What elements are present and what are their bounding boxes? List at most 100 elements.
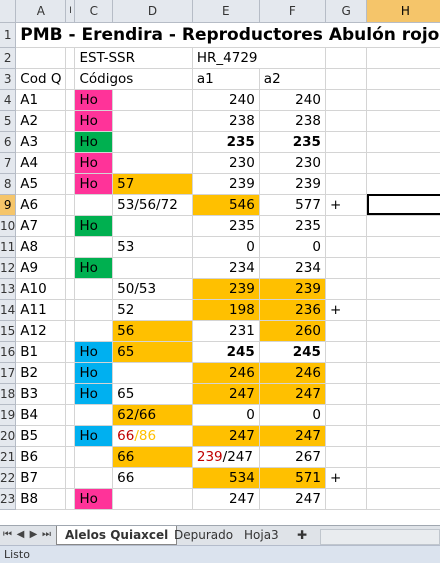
cell-code[interactable]: Ho [74,152,114,174]
cell[interactable] [65,425,76,447]
cell-a1[interactable]: 246 [192,362,260,384]
cell-a2[interactable]: 0 [259,236,326,258]
cell-a1[interactable]: 235 [192,215,260,237]
cell-a1[interactable]: 247 [192,488,260,510]
cell-a1[interactable]: 534 [192,467,260,489]
cell-code[interactable] [74,299,114,321]
cell-codes[interactable]: 50/53 [112,278,193,300]
column-header-c[interactable]: C [74,0,114,23]
cell-codes[interactable]: 66/86 [112,425,193,447]
new-sheet-icon[interactable]: ✚ [296,528,308,542]
cell[interactable] [366,152,440,174]
cell-code[interactable]: Ho [74,257,114,279]
cell-code[interactable] [74,446,114,468]
cell[interactable] [65,467,76,489]
cell-cod[interactable]: B3 [15,383,67,405]
row-header[interactable]: 9 [0,194,17,216]
tab-alelos-quiaxcel[interactable]: Alelos Quiaxcel [56,526,178,545]
cell-a1[interactable]: 198 [192,299,260,321]
cell-flag[interactable] [325,131,368,153]
row-header[interactable]: 20 [0,425,17,447]
cell[interactable] [65,278,76,300]
cell-flag[interactable] [325,488,368,510]
cell-code[interactable]: Ho [74,131,114,153]
cell-a2[interactable]: 236 [259,299,326,321]
cell-flag[interactable]: + [325,299,368,321]
cell[interactable] [65,152,76,174]
cell[interactable] [65,173,76,195]
cell-cod[interactable]: A8 [15,236,67,258]
cell-code[interactable]: Ho [74,488,114,510]
cell-a1[interactable]: 245 [192,341,260,363]
cell[interactable] [366,299,440,321]
tab-hoja3[interactable]: Hoja3 [244,528,279,542]
cell-flag[interactable] [325,236,368,258]
cell[interactable] [366,68,440,90]
cell-a2[interactable]: 240 [259,89,326,111]
cell[interactable] [366,257,440,279]
cell-a1[interactable]: 247 [192,425,260,447]
cell-a2[interactable]: 239 [259,278,326,300]
cell-codes[interactable]: 65 [112,341,193,363]
row-header[interactable]: 3 [0,68,17,90]
cell-flag[interactable] [325,152,368,174]
horizontal-scrollbar[interactable] [320,529,440,545]
row-header[interactable]: 12 [0,257,17,279]
row-header[interactable]: 10 [0,215,17,237]
cell-code[interactable]: Ho [74,215,114,237]
cell-cod[interactable]: A3 [15,131,67,153]
column-header-f[interactable]: F [259,0,326,23]
cell-a1[interactable]: 230 [192,152,260,174]
cell[interactable] [65,236,76,258]
column-header-a[interactable]: A [15,0,67,23]
cell-a1[interactable]: 235 [192,131,260,153]
cell-a2[interactable]: 260 [259,320,326,342]
column-header-e[interactable]: E [192,0,260,23]
cell-flag[interactable]: + [325,194,368,216]
cell-code[interactable] [74,467,114,489]
cell-cod[interactable]: B8 [15,488,67,510]
cell-flag[interactable] [325,341,368,363]
cell-codes[interactable] [112,362,193,384]
cell-a1[interactable]: 239 [192,278,260,300]
cell-flag[interactable] [325,110,368,132]
row-header[interactable]: 7 [0,152,17,174]
cell[interactable] [65,68,76,90]
cell-code[interactable]: Ho [74,425,114,447]
cell-code[interactable]: Ho [74,89,114,111]
cell-flag[interactable] [325,446,368,468]
next-sheet-icon[interactable]: ▶ [29,529,38,540]
cell-cod[interactable]: A10 [15,278,67,300]
cell-cod[interactable]: B1 [15,341,67,363]
cell[interactable] [366,383,440,405]
cell-a1[interactable]: 247 [192,383,260,405]
cell-cod[interactable]: A1 [15,89,67,111]
row-header[interactable]: 15 [0,320,17,342]
cell-cod[interactable]: B5 [15,425,67,447]
cell-codes[interactable]: 52 [112,299,193,321]
cell[interactable] [366,404,440,426]
cell-codes[interactable]: 62/66 [112,404,193,426]
cell-codes[interactable] [112,131,193,153]
row-header[interactable]: 1 [0,22,17,48]
cell-flag[interactable] [325,173,368,195]
cell[interactable] [65,215,76,237]
row-header[interactable]: 5 [0,110,17,132]
cell[interactable] [65,320,76,342]
cell-a1[interactable]: 238 [192,110,260,132]
cell[interactable] [65,257,76,279]
cell[interactable] [366,488,440,510]
cell-a2[interactable]: 577 [259,194,326,216]
active-cell[interactable] [366,194,440,216]
row-header[interactable]: 4 [0,89,17,111]
cell[interactable] [15,47,67,69]
cell-a2[interactable]: 0 [259,404,326,426]
cell-a1[interactable]: 234 [192,257,260,279]
cell[interactable] [65,341,76,363]
cell-cod[interactable]: A4 [15,152,67,174]
last-sheet-icon[interactable]: ⏭ [42,529,51,540]
cell-flag[interactable] [325,215,368,237]
cell[interactable] [65,404,76,426]
cell[interactable] [366,467,440,489]
select-all-corner[interactable] [0,0,17,23]
